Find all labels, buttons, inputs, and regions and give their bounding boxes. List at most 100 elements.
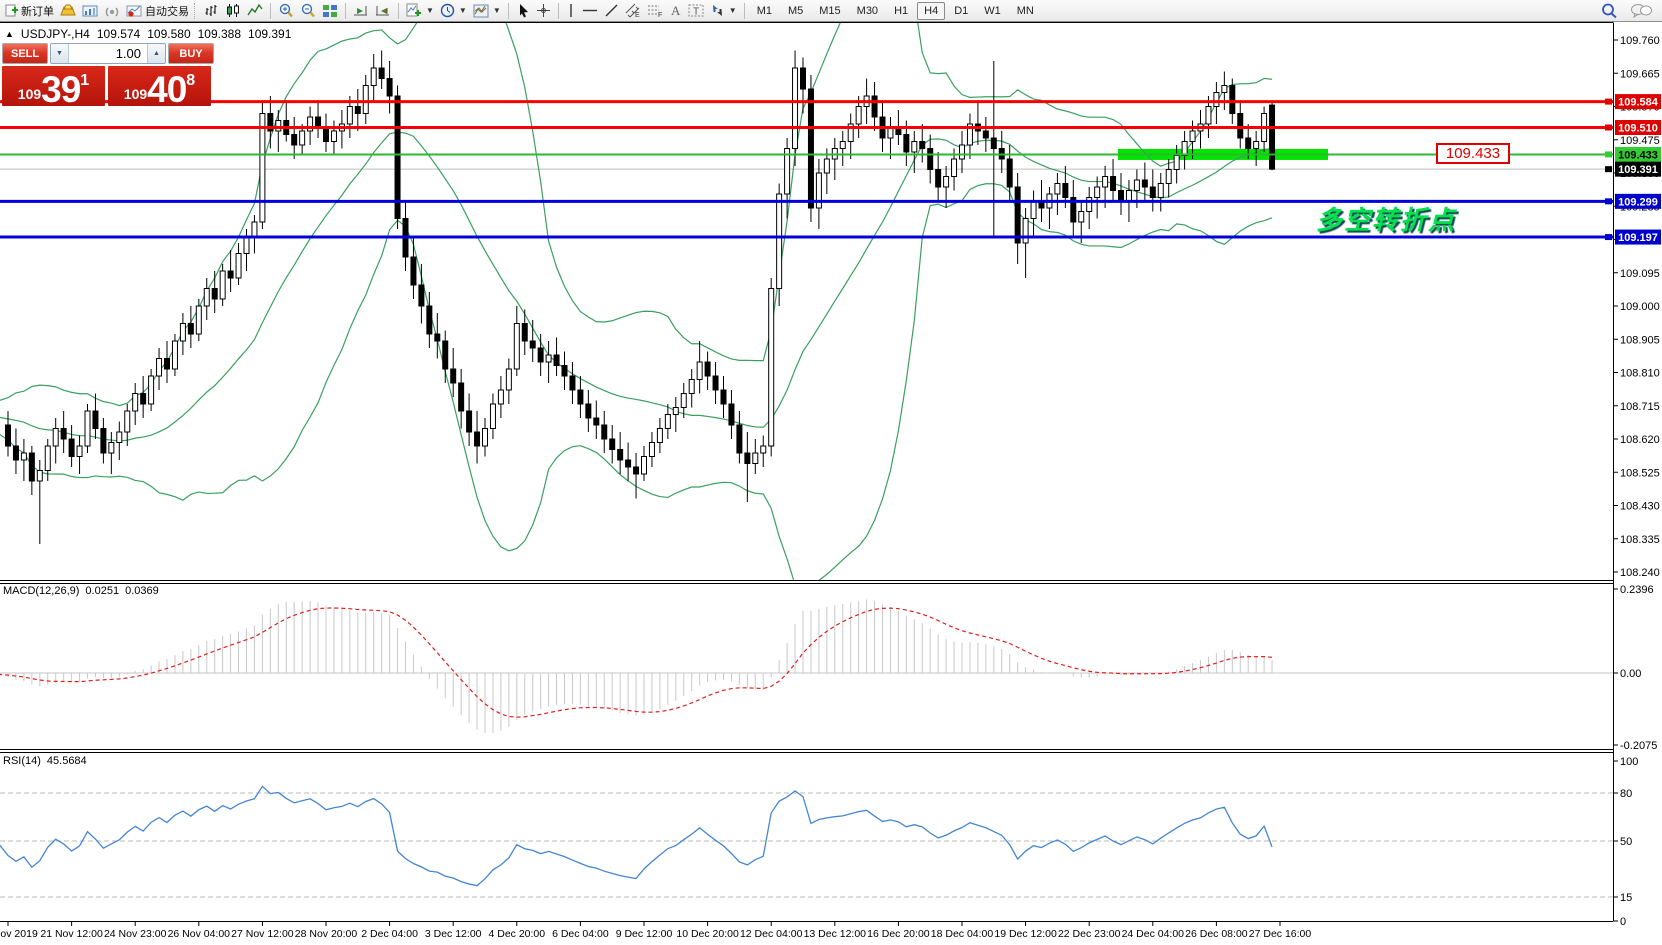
charts-window-button[interactable] <box>79 1 101 21</box>
tab-timeframe-mn[interactable]: MN <box>1016 4 1034 17</box>
tab-timeframe-m15[interactable]: M15 <box>819 4 841 17</box>
signal-icon <box>104 4 120 18</box>
tab-timeframe-m30[interactable]: M30 <box>856 4 879 17</box>
horizontal-line-button[interactable] <box>579 1 601 21</box>
zoom-in-button[interactable] <box>275 1 297 21</box>
rsi-label: RSI(14) <box>3 755 41 767</box>
tab-timeframe-m5[interactable]: M5 <box>787 4 804 17</box>
chart-shift-button[interactable] <box>350 1 372 21</box>
time-tick-label: 27 Dec 16:00 <box>1249 928 1312 940</box>
horizontal-lines <box>0 100 1613 239</box>
crosshair-button[interactable] <box>533 1 554 21</box>
time-tick-label: 28 Nov 20:00 <box>295 928 358 940</box>
svg-text:100: 100 <box>1620 756 1638 768</box>
chart-ohlc-header: ▲ USDJPY-,H4 109.574 109.580 109.388 109… <box>5 27 291 41</box>
arrows-button[interactable]: ▼ <box>707 1 740 21</box>
candles-chart-icon <box>225 3 241 18</box>
turning-point-annotation[interactable]: 多空转折点 <box>1316 205 1457 235</box>
autotrade-button[interactable]: 自动交易 <box>123 1 192 21</box>
chevron-down-icon: ▼ <box>426 6 434 15</box>
price-tick-label: 109.000 <box>1620 301 1660 313</box>
text-label-button[interactable]: T <box>685 1 707 21</box>
time-tick-label: 6 Dec 04:00 <box>552 928 609 940</box>
time-tick-label: 2 Dec 04:00 <box>361 928 418 940</box>
tab-timeframe-h4[interactable]: H4 <box>917 1 946 20</box>
volume-stepper: ▼ 1.00 ▲ <box>50 43 166 64</box>
candles <box>5 50 1276 544</box>
search-icon[interactable] <box>1601 3 1618 19</box>
svg-text:F: F <box>658 12 662 18</box>
time-tick-label: 16 Dec 20:00 <box>867 928 930 940</box>
chevron-down-icon: ▼ <box>728 6 737 15</box>
indicators-add-button[interactable]: ▼ <box>403 1 437 21</box>
time-tick-label: 26 Dec 08:00 <box>1185 928 1248 940</box>
buy-price-pips: 40 <box>147 68 187 110</box>
price-tag: 109.299 <box>1618 196 1658 208</box>
svg-text:80: 80 <box>1620 788 1632 800</box>
auto-scroll-button[interactable] <box>372 1 394 21</box>
new-order-button[interactable]: 新订单 <box>2 1 57 21</box>
template-icon <box>473 4 489 18</box>
candles-chart-button[interactable] <box>222 1 244 21</box>
price-tag: 109.197 <box>1618 232 1658 244</box>
price-tick-label: 108.715 <box>1620 401 1660 413</box>
price-tag: 109.510 <box>1618 123 1658 135</box>
channel-button[interactable]: E <box>622 1 644 21</box>
bars-chart-button[interactable] <box>200 1 222 21</box>
text-button[interactable]: A <box>666 1 685 21</box>
tab-timeframe-d1[interactable]: D1 <box>954 4 969 17</box>
price-tick-label: 108.905 <box>1620 334 1660 346</box>
svg-text:50: 50 <box>1620 836 1632 848</box>
buy-price-point: 8 <box>186 72 196 89</box>
svg-text:T: T <box>693 7 699 18</box>
chat-icon[interactable] <box>1630 3 1652 19</box>
volume-input[interactable]: 1.00 <box>115 46 141 61</box>
tab-timeframe-h1[interactable]: H1 <box>894 4 909 17</box>
time-tick-label: 12 Dec 04:00 <box>740 928 803 940</box>
buy-button[interactable]: BUY <box>168 43 214 64</box>
arrows-icon <box>710 3 725 18</box>
price-tick-label: 108.335 <box>1620 534 1660 546</box>
time-tick-label: 24 Nov 23:00 <box>104 928 167 940</box>
sell-price-box[interactable]: 109 39 1 <box>2 66 105 108</box>
one-click-trading-panel: SELL ▼ 1.00 ▲ BUY 109 39 1 109 40 8 <box>2 43 214 110</box>
periods-clock-button[interactable]: ▼ <box>437 1 470 21</box>
volume-decrease-button[interactable]: ▼ <box>51 44 69 63</box>
sell-price-big-figure: 109 <box>17 86 42 102</box>
time-tick-label: 22 Dec 23:00 <box>1058 928 1121 940</box>
time-tick-label: 26 Nov 04:00 <box>168 928 231 940</box>
trendline-button[interactable] <box>601 1 622 21</box>
price-callout-label[interactable]: 109.433 <box>1436 143 1510 164</box>
zoom-out-button[interactable] <box>297 1 319 21</box>
new-order-icon <box>5 4 18 17</box>
price-tags <box>1605 94 1661 245</box>
panel-collapse-icon[interactable]: ▲ <box>5 29 14 39</box>
low-value: 109.388 <box>197 27 242 41</box>
buy-price-big-figure: 109 <box>123 86 148 102</box>
gold-icon <box>60 4 76 18</box>
tile-windows-button[interactable] <box>319 1 341 21</box>
signal-button[interactable] <box>101 1 123 21</box>
vertical-line-button[interactable] <box>563 1 579 21</box>
chevron-down-icon: ▼ <box>492 6 501 15</box>
tab-timeframe-m1[interactable]: M1 <box>756 4 772 17</box>
autotrade-icon <box>126 4 142 18</box>
rsi-value: 45.5684 <box>46 755 87 767</box>
svg-text:E: E <box>635 12 640 18</box>
line-chart-button[interactable] <box>244 1 266 21</box>
buy-price-box[interactable]: 109 40 8 <box>108 66 211 110</box>
volume-increase-button[interactable]: ▲ <box>147 44 165 63</box>
open-value: 109.574 <box>96 27 141 41</box>
sell-button[interactable]: SELL <box>2 43 48 64</box>
svg-text:0: 0 <box>1620 916 1626 928</box>
crosshair-icon <box>536 3 551 18</box>
macd-label: MACD(12,26,9) <box>3 585 80 597</box>
tab-timeframe-w1[interactable]: W1 <box>984 4 1001 17</box>
fibonacci-button[interactable]: F <box>644 1 666 21</box>
cursor-button[interactable] <box>513 1 533 21</box>
bars-chart-icon <box>203 3 219 18</box>
template-button[interactable]: ▼ <box>470 1 504 21</box>
gold-button[interactable] <box>57 1 79 21</box>
